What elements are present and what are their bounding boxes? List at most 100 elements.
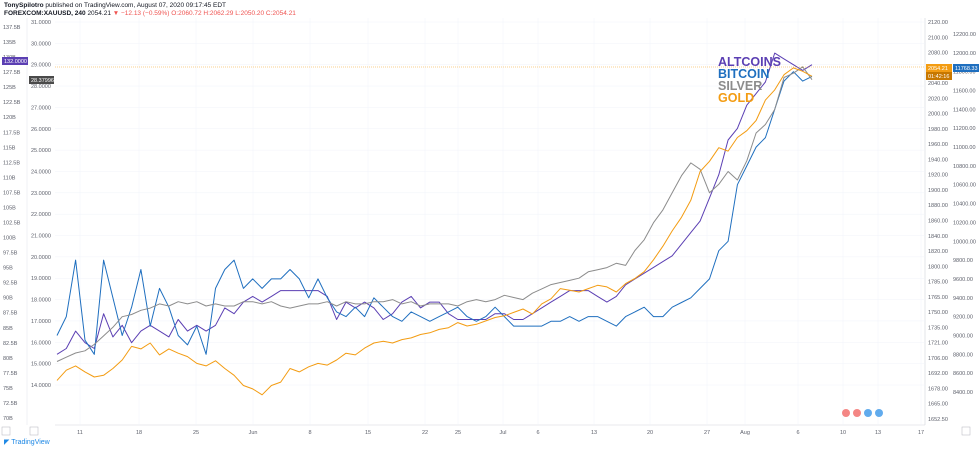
gold-countdown-badge-bg — [926, 72, 952, 80]
x-axis-tick: 18 — [136, 430, 142, 436]
author-name[interactable]: TonySpilotro — [4, 2, 44, 9]
far-left-axis-tick: 70B — [3, 416, 13, 422]
right-outer-axis-tick: 9000.00 — [953, 333, 973, 339]
right-outer-axis-tick: 10400.00 — [953, 202, 976, 208]
x-axis-tick: 6 — [796, 430, 799, 436]
left-axis-tick: 20.0000 — [31, 255, 51, 261]
x-axis-tick: 15 — [365, 430, 371, 436]
series-line-altcoins[interactable] — [56, 52, 813, 355]
x-axis-tick: 13 — [875, 430, 881, 436]
zoom-icon[interactable] — [29, 426, 39, 436]
gold-price-badge-bg — [926, 64, 952, 72]
right-inner-axis-tick: 1678.00 — [928, 386, 948, 392]
quote-line: FOREXCOM:XAUUSD, 240 2054.21 ▼ −12.13 (−… — [4, 10, 296, 18]
far-left-axis-tick: 105B — [3, 205, 16, 211]
left-axis-tick: 15.0000 — [31, 362, 51, 368]
right-outer-axis-tick: 12200.00 — [953, 32, 976, 38]
far-left-axis-tick: 72.5B — [3, 401, 18, 407]
far-left-axis-tick: 80B — [3, 356, 13, 362]
left-axis-tick: 25.0000 — [31, 148, 51, 154]
right-outer-axis-tick: 8600.00 — [953, 371, 973, 377]
right-outer-axis-tick: 8800.00 — [953, 352, 973, 358]
left-axis-tick: 17.0000 — [31, 319, 51, 325]
bitcoin-price-badge-bg — [953, 64, 979, 72]
left-axis-tick: 23.0000 — [31, 191, 51, 197]
tradingview-brand: TradingView — [11, 439, 50, 446]
left-axis-tick: 29.0000 — [31, 63, 51, 69]
left-purple-badge: 132.0000 — [4, 59, 27, 65]
series-line-silver[interactable] — [56, 66, 813, 362]
right-outer-axis-tick: 9400.00 — [953, 296, 973, 302]
right-inner-axis-tick: 1735.00 — [928, 325, 948, 331]
far-left-axis-tick: 102.5B — [3, 221, 21, 227]
left-axis-tick: 31.0000 — [31, 20, 51, 26]
x-axis-tick: Jun — [249, 430, 258, 436]
far-left-axis-tick: 122.5B — [3, 100, 21, 106]
left-axis-tick: 18.0000 — [31, 298, 51, 304]
right-outer-axis-tick: 11600.00 — [953, 89, 976, 95]
right-inner-axis-tick: 1900.00 — [928, 188, 948, 194]
x-axis-tick: 13 — [591, 430, 597, 436]
right-inner-axis-tick: 2100.00 — [928, 35, 948, 41]
right-inner-axis-tick: 1860.00 — [928, 219, 948, 225]
right-outer-axis-tick: 9600.00 — [953, 277, 973, 283]
right-inner-axis-tick: 1840.00 — [928, 234, 948, 240]
far-left-axis-tick: 112.5B — [3, 160, 20, 166]
right-inner-axis-tick: 1980.00 — [928, 127, 948, 133]
far-left-axis-tick: 95B — [3, 266, 13, 272]
legend-bitcoin: BITCOIN — [718, 67, 769, 81]
symbol-label[interactable]: FOREXCOM:XAUUSD, 240 — [4, 10, 86, 17]
left-axis-tick: 26.0000 — [31, 127, 51, 133]
right-outer-axis-tick: 11200.00 — [953, 126, 976, 132]
right-outer-axis-tick: 8400.00 — [953, 390, 973, 396]
left-axis-tick: 27.0000 — [31, 105, 51, 111]
x-axis-tick: 27 — [704, 430, 710, 436]
economic-event-icon[interactable] — [842, 409, 850, 417]
right-outer-axis-tick: 9800.00 — [953, 258, 973, 264]
left-axis-tick: 14.0000 — [31, 383, 51, 389]
right-inner-axis-tick: 1706.00 — [928, 356, 948, 362]
publish-header: TonySpilotro published on TradingView.co… — [4, 2, 226, 10]
series-line-gold[interactable] — [56, 67, 813, 396]
far-left-axis-tick: 110B — [3, 175, 16, 181]
series-line-bitcoin[interactable] — [56, 71, 813, 355]
far-left-axis-tick: 115B — [3, 145, 16, 151]
left-axis-tick: 19.0000 — [31, 276, 51, 282]
right-outer-axis-tick: 11800.00 — [953, 70, 976, 76]
right-inner-axis-tick: 1785.00 — [928, 280, 948, 286]
x-axis-tick: 6 — [536, 430, 539, 436]
right-inner-axis-tick: 1920.00 — [928, 173, 948, 179]
bitcoin-price-badge: 11768.33 — [955, 66, 978, 72]
right-inner-axis-tick: 1765.00 — [928, 295, 948, 301]
left-dark-badge: 28.37996 — [31, 78, 54, 84]
gold-countdown-badge: 01:42:16 — [928, 74, 949, 80]
far-left-axis-tick: 75B — [3, 386, 13, 392]
right-outer-axis-tick: 11400.00 — [953, 107, 976, 113]
x-axis-tick: Jul — [499, 430, 506, 436]
far-left-axis-tick: 107.5B — [3, 190, 21, 196]
right-outer-axis-tick: 11000.00 — [953, 145, 976, 151]
left-axis-tick: 30.0000 — [31, 41, 51, 47]
right-inner-axis-tick: 2020.00 — [928, 96, 948, 102]
far-left-axis-tick: 82.5B — [3, 341, 18, 347]
economic-event-icon[interactable] — [875, 409, 883, 417]
tradingview-logo[interactable]: ◤ TradingView — [4, 438, 50, 446]
far-left-axis-tick: 77.5B — [3, 371, 18, 377]
x-axis-tick: 17 — [918, 430, 924, 436]
right-outer-axis-tick: 10800.00 — [953, 164, 976, 170]
last-price: 2054.21 — [87, 10, 111, 17]
plot-area[interactable] — [55, 18, 925, 425]
goto-date-icon[interactable] — [1, 426, 11, 436]
right-outer-axis-tick: 10200.00 — [953, 220, 976, 226]
x-axis-tick: 10 — [840, 430, 846, 436]
far-left-axis-tick: 92.5B — [3, 281, 18, 287]
legend-altcoins: ALTCOINS — [718, 55, 781, 69]
far-left-axis-tick: 97.5B — [3, 251, 18, 257]
far-left-axis-tick: 117.5B — [3, 130, 20, 136]
left-axis-tick: 28.0000 — [31, 84, 51, 90]
right-inner-axis-tick: 1960.00 — [928, 142, 948, 148]
economic-event-icon[interactable] — [864, 409, 872, 417]
settings-icon[interactable] — [961, 426, 971, 436]
economic-event-icon[interactable] — [853, 409, 861, 417]
